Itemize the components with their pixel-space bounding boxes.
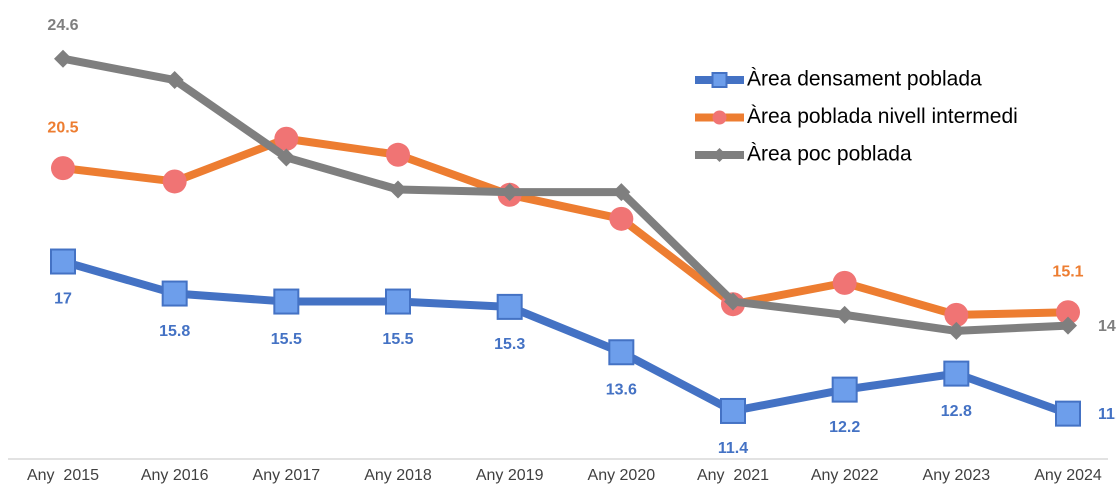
- marker: [609, 206, 634, 231]
- marker: [50, 248, 76, 275]
- x-tick-label: Any 2024: [1034, 467, 1102, 484]
- marker: [277, 148, 296, 167]
- marker: [161, 280, 188, 307]
- marker: [943, 360, 970, 387]
- marker: [947, 321, 966, 340]
- data-label: 13.6: [606, 381, 637, 398]
- x-tick-label: Any 2020: [588, 467, 656, 484]
- data-label: 15.3: [494, 336, 525, 353]
- marker: [51, 156, 75, 181]
- x-tick-label: Any 2023: [923, 467, 991, 484]
- marker: [54, 49, 72, 68]
- series-line: [62, 134, 1069, 319]
- x-tick-label: Any 2021: [697, 467, 769, 484]
- data-label: 12.8: [941, 403, 972, 420]
- data-label: 11.3: [1098, 406, 1116, 423]
- marker: [274, 126, 299, 151]
- data-label: 12.2: [829, 419, 860, 436]
- marker: [612, 183, 631, 202]
- marker: [496, 293, 523, 320]
- marker: [162, 169, 187, 194]
- marker: [273, 288, 300, 315]
- series-line: [62, 54, 1069, 335]
- marker: [944, 302, 969, 327]
- marker: [832, 270, 857, 295]
- legend-label: Àrea densament poblada: [747, 68, 982, 91]
- marker: [1059, 316, 1077, 335]
- x-tick-label: Any 2017: [253, 467, 321, 484]
- data-label: 15.8: [159, 323, 190, 340]
- marker: [500, 183, 519, 202]
- data-label: 15.1: [1052, 263, 1083, 280]
- x-tick-label: Any 2015: [27, 467, 99, 484]
- data-label: 14.6: [1098, 318, 1116, 335]
- series-line: [61, 257, 1070, 418]
- legend-marker: [712, 148, 727, 162]
- marker: [831, 376, 858, 403]
- data-label: 20.5: [47, 119, 78, 136]
- data-label: 15.5: [271, 331, 302, 348]
- legend-label: Àrea poblada nivell intermedi: [747, 105, 1018, 128]
- data-label: 11.4: [718, 440, 748, 457]
- marker: [386, 142, 410, 167]
- marker: [1055, 400, 1081, 427]
- marker: [1056, 300, 1080, 325]
- marker: [720, 397, 746, 424]
- data-label: 15.5: [382, 331, 413, 348]
- marker: [724, 292, 742, 311]
- marker: [608, 339, 635, 366]
- x-tick-label: Any 2022: [811, 467, 879, 484]
- x-tick-label: Any 2018: [364, 467, 432, 484]
- data-label: 17: [54, 291, 72, 308]
- x-tick-label: Any 2019: [476, 467, 544, 484]
- legend-marker: [712, 110, 727, 125]
- legend-marker: [711, 72, 728, 88]
- marker: [835, 305, 854, 324]
- marker: [385, 288, 411, 315]
- legend-label: Àrea poc poblada: [747, 143, 912, 166]
- data-label: 24.6: [47, 17, 78, 34]
- x-tick-label: Any 2016: [141, 467, 209, 484]
- marker: [389, 180, 407, 199]
- marker: [165, 71, 184, 90]
